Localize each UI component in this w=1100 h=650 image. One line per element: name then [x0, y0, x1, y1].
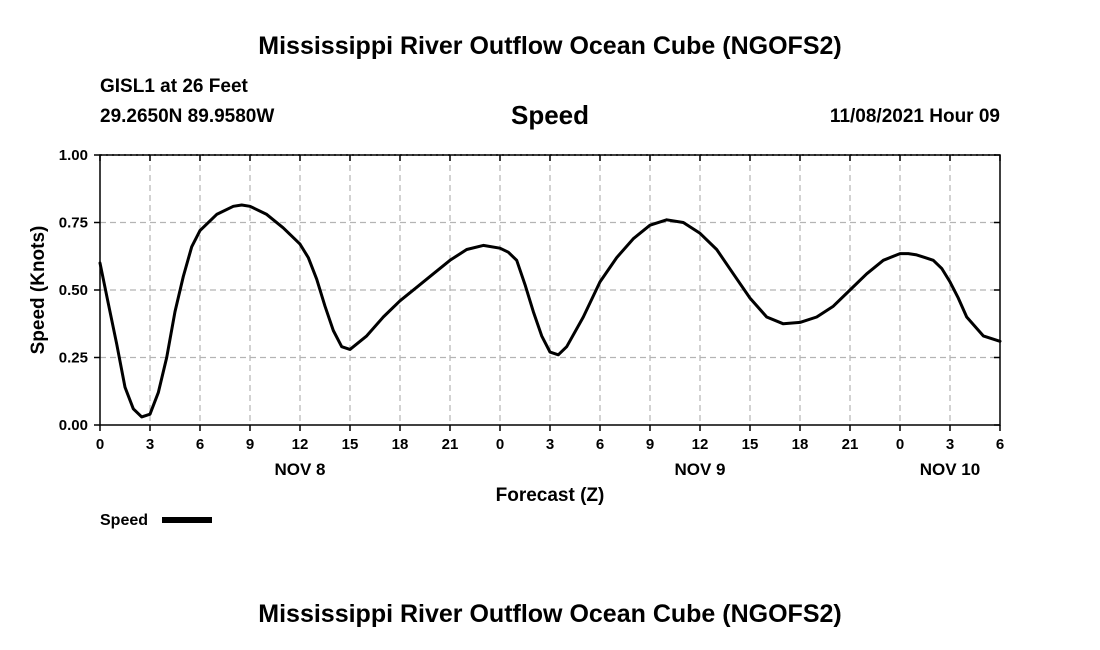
y-axis-label: Speed (Knots) — [28, 226, 49, 355]
x-tick-label: 12 — [692, 436, 709, 453]
x-tick-label: 6 — [596, 436, 604, 453]
x-tick-label: 18 — [392, 436, 409, 453]
variable-title: Speed — [510, 100, 590, 130]
x-tick-label: 0 — [96, 436, 104, 453]
station-label: GISL1 at 26 Feet — [100, 76, 248, 97]
y-tick-label: 1.00 — [59, 147, 88, 164]
date-labels: NOV 8 NOV 9 NOV 10 — [274, 460, 980, 479]
x-tick-label: 6 — [196, 436, 204, 453]
x-tick-label: 9 — [646, 436, 654, 453]
x-tick-label: 12 — [292, 436, 309, 453]
axis-ticks — [94, 154, 1001, 431]
x-tick-label: 21 — [842, 436, 859, 453]
x-tick-label: 9 — [246, 436, 254, 453]
chart-title: Mississippi River Outflow Ocean Cube (NG… — [258, 32, 842, 60]
x-tick-label: 15 — [342, 436, 359, 453]
x-tick-label: 0 — [896, 436, 904, 453]
y-tick-label: 0.00 — [59, 417, 88, 434]
date-label: NOV 10 — [920, 460, 980, 479]
grid-lines — [100, 154, 1000, 425]
legend-label: Speed — [100, 512, 148, 529]
y-tick-label: 0.75 — [59, 215, 88, 232]
y-tick-labels: 0.00 0.25 0.50 0.75 1.00 — [59, 147, 88, 434]
x-tick-label: 3 — [146, 436, 154, 453]
x-tick-label: 18 — [792, 436, 809, 453]
x-tick-label: 3 — [546, 436, 554, 453]
y-tick-label: 0.50 — [59, 282, 88, 299]
speed-series-line — [98, 203, 1002, 419]
x-tick-label: 21 — [442, 436, 459, 453]
x-tick-labels: 0 3 6 9 12 15 18 21 0 3 6 9 12 15 18 21 0 3 6 — [96, 436, 1004, 453]
x-tick-label: 0 — [496, 436, 504, 453]
coordinates-label: 29.2650N 89.9580W — [100, 106, 275, 127]
x-tick-label: 3 — [946, 436, 954, 453]
x-tick-label: 6 — [996, 436, 1004, 453]
x-axis-label: Forecast (Z) — [496, 485, 605, 506]
y-tick-label: 0.25 — [59, 350, 88, 367]
date-label: NOV 9 — [674, 460, 725, 479]
speed-chart: 0.00 0.25 0.50 0.75 1.00 0 3 6 9 12 15 18 21 0 3 6 9 12 1… — [28, 147, 1004, 529]
date-label: NOV 8 — [274, 460, 325, 479]
datetime-label: 11/08/2021 Hour 09 — [829, 106, 1000, 127]
footer-title: Mississippi River Outflow Ocean Cube (NG… — [258, 600, 842, 628]
legend: Speed — [100, 512, 212, 529]
legend-swatch — [162, 517, 212, 523]
x-tick-label: 15 — [742, 436, 759, 453]
